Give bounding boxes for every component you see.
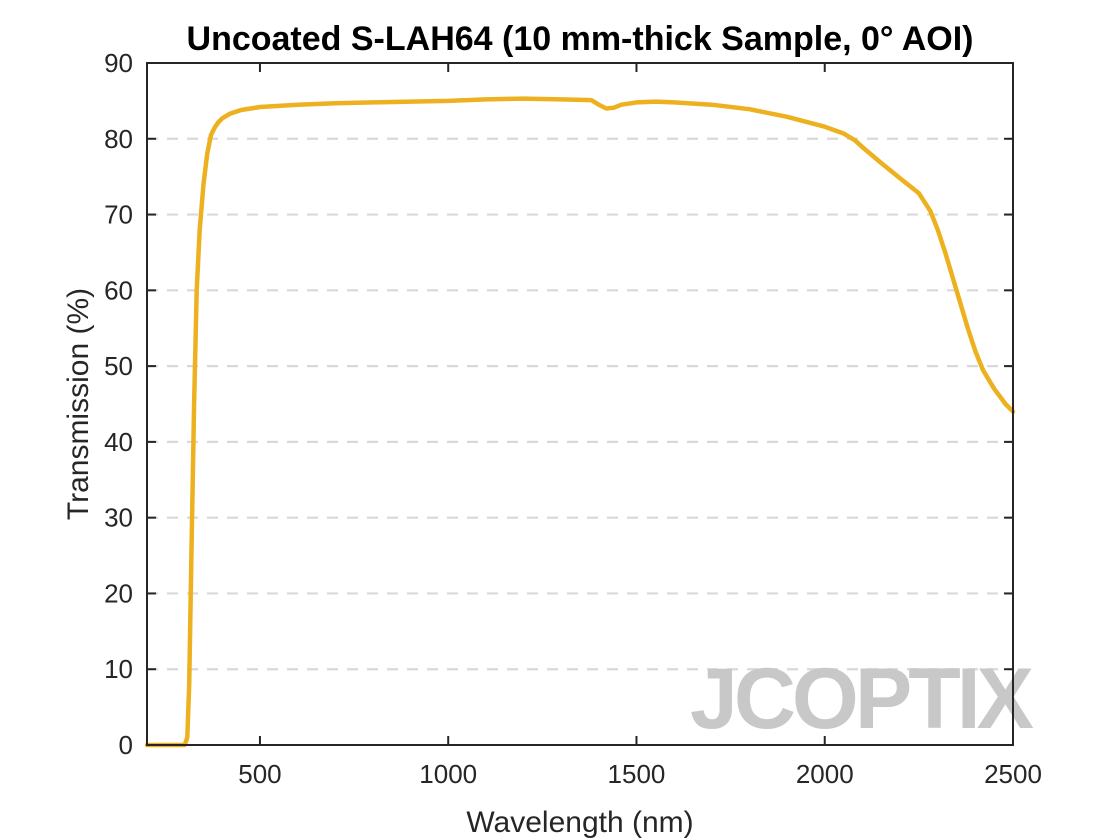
y-tick-label: 40 [104, 427, 133, 457]
y-tick-label: 30 [104, 503, 133, 533]
x-tick-label: 2000 [796, 759, 854, 789]
y-axis-label: Transmission (%) [62, 288, 95, 520]
x-axis-label: Wavelength (nm) [466, 806, 693, 839]
jcoptix-watermark: JCOPTIX [690, 651, 1034, 747]
x-tick-label: 2500 [984, 759, 1042, 789]
y-tick-label: 80 [104, 124, 133, 154]
plot-frame [146, 62, 1014, 746]
y-ticks: 0 10 20 30 40 50 60 70 80 90 [104, 48, 1013, 760]
x-tick-label: 500 [238, 759, 281, 789]
gridlines [147, 137, 1013, 671]
y-tick-label: 10 [104, 654, 133, 684]
y-tick-label: 90 [104, 48, 133, 78]
y-tick-label: 20 [104, 578, 133, 608]
y-tick-label: 50 [104, 351, 133, 381]
y-tick-label: 0 [119, 730, 133, 760]
series-group [144, 96, 1016, 748]
x-tick-label: 1000 [419, 759, 477, 789]
y-tick-label: 70 [104, 200, 133, 230]
y-tick-label: 60 [104, 275, 133, 305]
series-line [144, 96, 1016, 748]
x-tick-label: 1500 [608, 759, 666, 789]
chart-title: Uncoated S-LAH64 (10 mm-thick Sample, 0°… [187, 20, 974, 58]
